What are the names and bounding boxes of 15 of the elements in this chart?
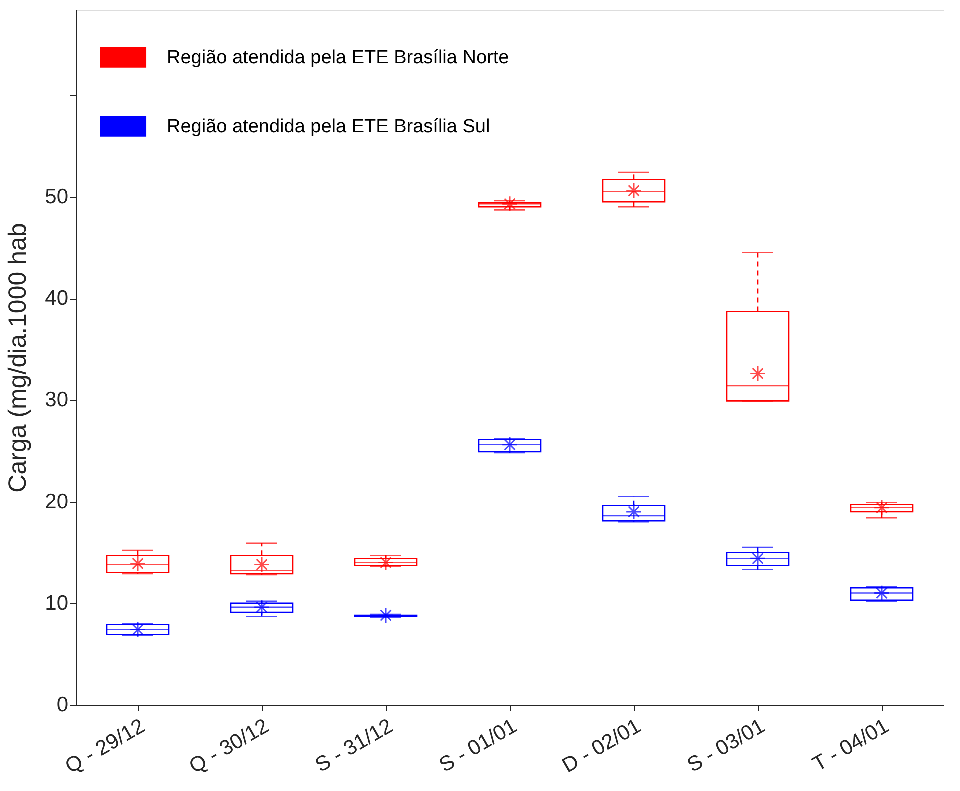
x-tick-label: S - 01/01 bbox=[436, 714, 521, 778]
y-tick-label: 0 bbox=[56, 694, 68, 716]
legend-label: Região atendida pela ETE Brasília Norte bbox=[167, 48, 510, 68]
x-tick-label: S - 31/12 bbox=[312, 714, 397, 778]
y-axis-title: Carga (mg/dia.1000 hab bbox=[4, 223, 32, 493]
legend-label: Região atendida pela ETE Brasília Sul bbox=[167, 116, 490, 138]
x-tick-label: Q - 30/12 bbox=[186, 714, 273, 778]
x-tick-label: D - 02/01 bbox=[558, 714, 645, 778]
y-tick-label: 20 bbox=[45, 490, 68, 514]
y-tick-label: 10 bbox=[45, 592, 68, 615]
x-tick-label: T - 04/01 bbox=[809, 714, 893, 776]
y-tick-label: 50 bbox=[45, 185, 68, 208]
x-tick-label: S - 03/01 bbox=[684, 714, 769, 778]
y-tick-label: 30 bbox=[45, 388, 68, 412]
y-tick-label: 40 bbox=[45, 287, 68, 310]
